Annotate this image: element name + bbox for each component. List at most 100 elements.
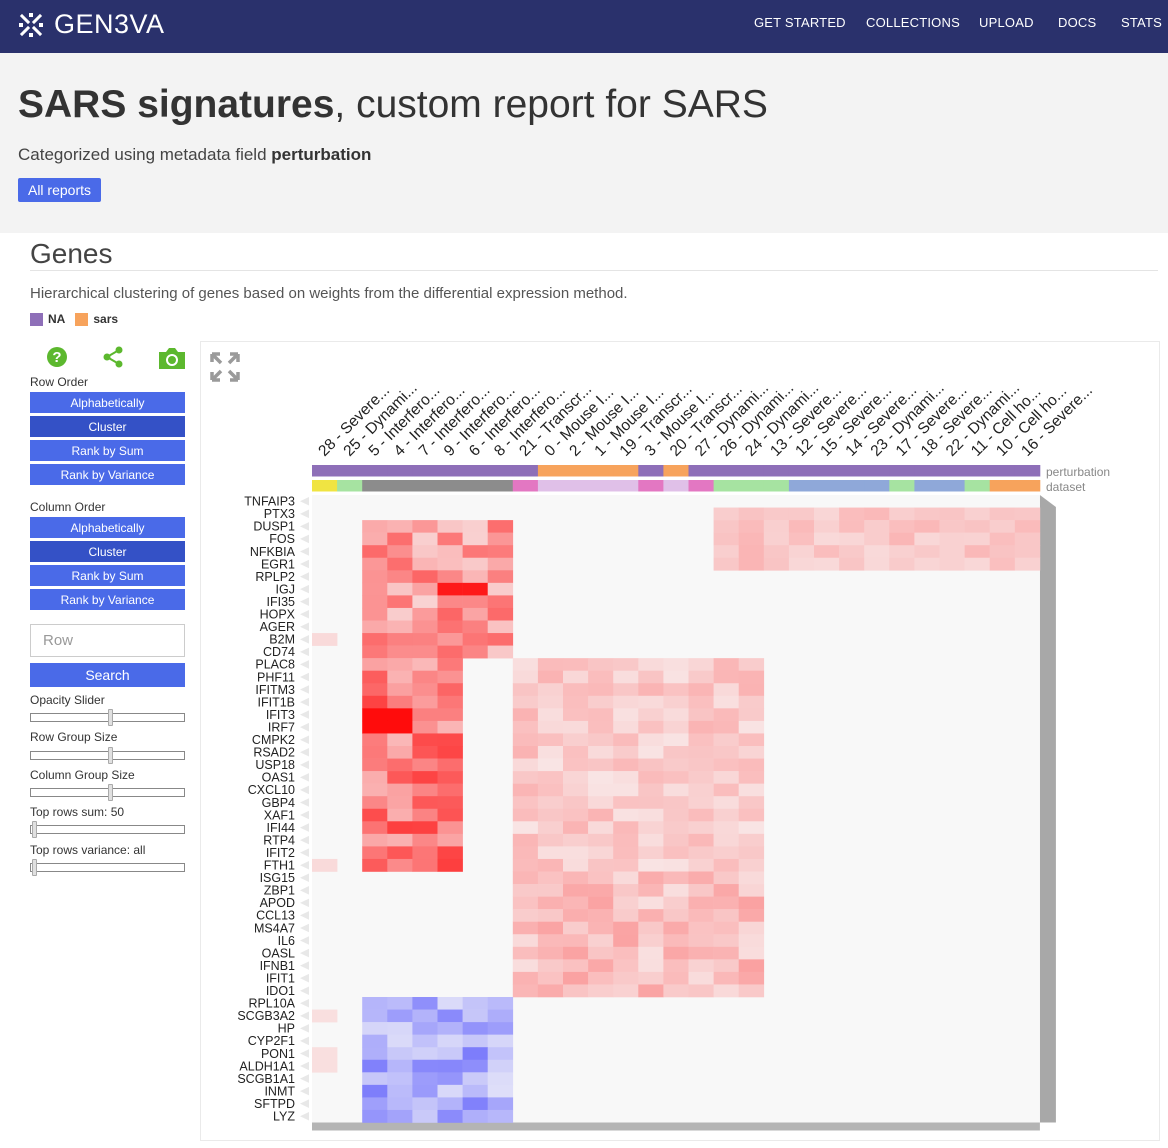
opacity-slider-handle[interactable] bbox=[108, 709, 113, 726]
row-triangle[interactable] bbox=[300, 785, 309, 795]
row-label[interactable]: RSAD2 bbox=[253, 746, 295, 760]
heatmap-cell[interactable] bbox=[713, 557, 739, 571]
heatmap-cell[interactable] bbox=[738, 557, 765, 571]
row-triangle[interactable] bbox=[300, 823, 309, 832]
heatmap-cell[interactable] bbox=[387, 670, 413, 684]
heatmap-cell[interactable] bbox=[362, 645, 388, 659]
heatmap-cell[interactable] bbox=[989, 557, 1016, 571]
heatmap-cell[interactable] bbox=[864, 520, 890, 533]
heatmap-cell[interactable] bbox=[713, 796, 739, 810]
heatmap-cell[interactable] bbox=[713, 545, 739, 559]
heatmap-cell[interactable] bbox=[487, 633, 514, 646]
heatmap-cell[interactable] bbox=[412, 607, 438, 621]
heatmap-cell[interactable] bbox=[638, 808, 664, 822]
heatmap-cell[interactable] bbox=[613, 708, 639, 722]
row-label[interactable]: IFI44 bbox=[267, 821, 296, 835]
heatmap-cell[interactable] bbox=[663, 720, 689, 734]
heatmap-cell[interactable] bbox=[412, 1059, 438, 1073]
heatmap-cell[interactable] bbox=[638, 821, 664, 835]
row-label[interactable]: IFNB1 bbox=[260, 959, 295, 973]
heatmap-cell[interactable] bbox=[462, 520, 488, 533]
heatmap-cell[interactable] bbox=[638, 758, 664, 772]
heatmap-cell[interactable] bbox=[588, 934, 614, 948]
heatmap-cell[interactable] bbox=[437, 607, 463, 621]
row-triangle[interactable] bbox=[300, 1086, 309, 1096]
heatmap-cell[interactable] bbox=[713, 746, 739, 759]
heatmap-cell[interactable] bbox=[412, 733, 438, 747]
heatmap-cell[interactable] bbox=[437, 1047, 463, 1061]
row-label[interactable]: GBP4 bbox=[262, 796, 295, 810]
heatmap-cell[interactable] bbox=[638, 783, 664, 797]
heatmap-cell[interactable] bbox=[362, 683, 388, 697]
perturbation-cell[interactable] bbox=[763, 465, 790, 477]
row-label[interactable]: SCGB3A2 bbox=[237, 1009, 295, 1023]
heatmap-cell[interactable] bbox=[362, 620, 388, 634]
heatmap-cell[interactable] bbox=[914, 520, 940, 533]
heatmap-cell[interactable] bbox=[738, 871, 765, 885]
row-label[interactable]: TNFAIP3 bbox=[244, 495, 295, 509]
heatmap-cell[interactable] bbox=[412, 1084, 438, 1098]
heatmap-cell[interactable] bbox=[537, 821, 564, 835]
heatmap-cell[interactable] bbox=[713, 670, 739, 684]
heatmap-cell[interactable] bbox=[663, 733, 689, 747]
heatmap-cell[interactable] bbox=[713, 971, 739, 985]
heatmap-cell[interactable] bbox=[537, 683, 564, 697]
heatmap-cell[interactable] bbox=[738, 971, 765, 985]
heatmap-cell[interactable] bbox=[537, 846, 564, 860]
heatmap-cell[interactable] bbox=[688, 783, 714, 797]
row-triangle[interactable] bbox=[300, 961, 309, 970]
heatmap-cell[interactable] bbox=[412, 708, 438, 722]
heatmap-cell[interactable] bbox=[537, 959, 564, 973]
heatmap-cell[interactable] bbox=[763, 520, 790, 533]
heatmap-cell[interactable] bbox=[387, 1009, 413, 1023]
row-label[interactable]: SFTPD bbox=[254, 1097, 295, 1111]
col-order-alphabetically-button[interactable]: Alphabetically bbox=[30, 517, 185, 538]
heatmap-cell[interactable] bbox=[387, 833, 413, 847]
row-triangle[interactable] bbox=[300, 936, 309, 945]
perturbation-cell[interactable] bbox=[663, 465, 689, 477]
heatmap-cell[interactable] bbox=[462, 1084, 488, 1098]
heatmap-cell[interactable] bbox=[588, 733, 614, 747]
dataset-cell[interactable] bbox=[362, 480, 388, 492]
heatmap-cell[interactable] bbox=[387, 557, 413, 571]
row-triangle[interactable] bbox=[300, 886, 309, 895]
heatmap-cell[interactable] bbox=[588, 658, 614, 671]
row-label[interactable]: IGJ bbox=[276, 582, 295, 596]
heatmap-cell[interactable] bbox=[788, 507, 815, 521]
heatmap-cell[interactable] bbox=[537, 896, 564, 910]
perturbation-cell[interactable] bbox=[738, 465, 765, 477]
heatmap-cell[interactable] bbox=[713, 833, 739, 847]
heatmap-cell[interactable] bbox=[487, 532, 514, 546]
perturbation-cell[interactable] bbox=[713, 465, 740, 477]
row-triangle[interactable] bbox=[300, 773, 309, 782]
row-triangle[interactable] bbox=[300, 748, 309, 757]
heatmap-cell[interactable] bbox=[387, 633, 413, 646]
heatmap-cell[interactable] bbox=[738, 808, 765, 822]
heatmap-cell[interactable] bbox=[362, 1009, 388, 1023]
heatmap-cell[interactable] bbox=[462, 607, 488, 621]
heatmap-cell[interactable] bbox=[663, 984, 689, 998]
heatmap-cell[interactable] bbox=[638, 871, 664, 885]
heatmap-cell[interactable] bbox=[889, 545, 915, 559]
perturbation-cell[interactable] bbox=[412, 465, 438, 477]
heatmap-cell[interactable] bbox=[412, 858, 438, 872]
heatmap-cell[interactable] bbox=[487, 557, 514, 571]
perturbation-cell[interactable] bbox=[613, 465, 639, 477]
dataset-cell[interactable] bbox=[412, 480, 438, 492]
heatmap-cell[interactable] bbox=[487, 595, 514, 609]
heatmap-cell[interactable] bbox=[688, 695, 714, 709]
heatmap-cell[interactable] bbox=[688, 733, 714, 747]
heatmap-cell[interactable] bbox=[613, 695, 639, 709]
row-triangle[interactable] bbox=[300, 1049, 309, 1058]
heatmap-cell[interactable] bbox=[462, 1009, 488, 1023]
heatmap-cell[interactable] bbox=[537, 884, 564, 897]
heatmap-cell[interactable] bbox=[462, 620, 488, 634]
heatmap-cell[interactable] bbox=[362, 658, 388, 671]
heatmap-cell[interactable] bbox=[362, 570, 388, 584]
heatmap-cell[interactable] bbox=[964, 520, 990, 533]
heatmap-cell[interactable] bbox=[412, 670, 438, 684]
heatmap-cell[interactable] bbox=[588, 670, 614, 684]
row-label[interactable]: ZBP1 bbox=[264, 884, 295, 898]
heatmap-cell[interactable] bbox=[663, 771, 689, 784]
heatmap-cell[interactable] bbox=[362, 1022, 388, 1035]
